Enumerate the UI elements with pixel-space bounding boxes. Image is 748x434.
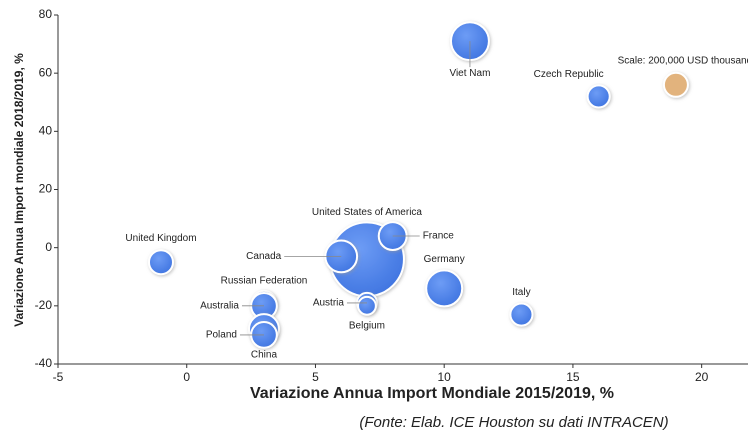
scale-label: Scale: 200,000 USD thousand (618, 55, 748, 66)
x-tick-label: 20 (695, 370, 709, 384)
point-label: Australia (200, 300, 239, 311)
bubble (425, 269, 464, 308)
y-tick-label: 0 (45, 240, 52, 254)
y-tick-label: 60 (39, 65, 53, 79)
point-label: Czech Republic (534, 69, 604, 80)
x-axis-label: Variazione Annua Import Mondiale 2015/20… (250, 385, 614, 402)
bubble (147, 249, 174, 276)
point-label: Viet Nam (449, 68, 490, 79)
point-label: Belgium (349, 320, 385, 331)
bubble (357, 295, 377, 316)
y-tick-label: 40 (39, 124, 53, 138)
x-tick-label: 0 (183, 370, 190, 384)
y-tick-label: -40 (35, 356, 53, 370)
y-axis-label: Variazione Annua Import mondiale 2018/20… (12, 53, 26, 327)
bubble (509, 302, 534, 327)
x-tick-label: 15 (566, 370, 580, 384)
point-label: United Kingdom (125, 233, 196, 244)
x-tick-label: 5 (312, 370, 319, 384)
x-tick-label: 10 (438, 370, 452, 384)
point-label: Germany (424, 254, 465, 265)
scale-bubble (662, 71, 689, 98)
source-note: (Fonte: Elab. ICE Houston su dati INTRAC… (359, 414, 668, 431)
bubble (586, 84, 611, 109)
point-label: United States of America (312, 207, 422, 218)
point-label: France (423, 231, 455, 242)
point-label: Italy (512, 287, 530, 298)
point-label: Poland (206, 330, 237, 341)
point-label: Canada (246, 251, 281, 262)
plot-area: -40 -20 0 20 40 60 80 -5 0 5 10 15 20 United States o… (35, 7, 748, 384)
point-label: Russian Federation (221, 276, 308, 287)
x-tick-label: -5 (53, 370, 64, 384)
y-tick-label: 80 (39, 7, 53, 21)
point-label: Austria (313, 298, 345, 309)
y-tick-label: 20 (39, 182, 53, 196)
point-label: China (251, 350, 278, 361)
y-tick-label: -20 (35, 298, 53, 312)
